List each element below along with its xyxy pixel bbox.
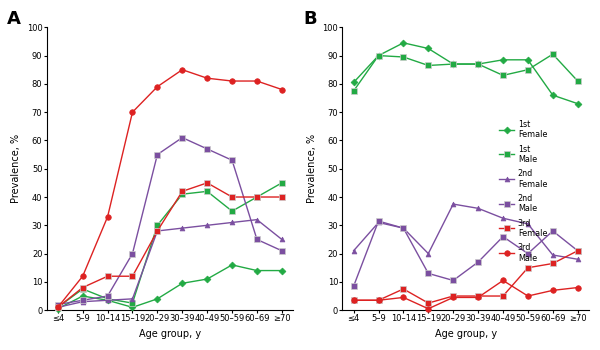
X-axis label: Age group, y: Age group, y	[434, 329, 497, 339]
Legend: 1st
Female, 1st
Male, 2nd
Female, 2nd
Male, 3rd
Female, 3rd
Male: 1st Female, 1st Male, 2nd Female, 2nd Ma…	[499, 120, 547, 262]
X-axis label: Age group, y: Age group, y	[139, 329, 201, 339]
Text: B: B	[303, 10, 317, 28]
Y-axis label: Prevalence, %: Prevalence, %	[11, 134, 21, 203]
Text: A: A	[7, 10, 21, 28]
Y-axis label: Prevalence, %: Prevalence, %	[307, 134, 317, 203]
